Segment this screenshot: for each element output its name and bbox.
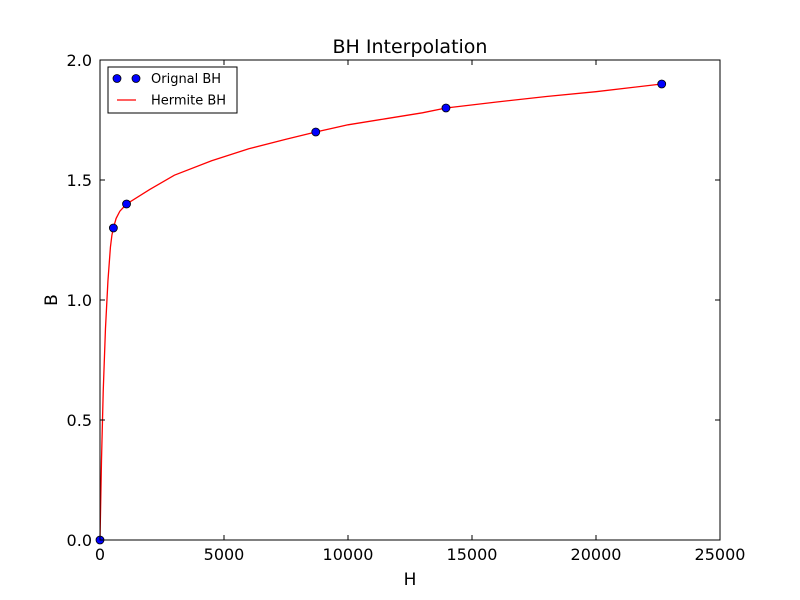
legend: Orignal BH Hermite BH (107, 66, 238, 114)
plot-area (95, 59, 721, 545)
data-point-orignal-bh (108, 223, 118, 233)
data-point-orignal-bh (122, 199, 131, 209)
series-layer (95, 79, 667, 545)
legend-marker-orignal-bh (131, 74, 141, 83)
legend-box (107, 66, 238, 114)
x-tick-label: 0 (95, 545, 105, 564)
ticks-layer: 0 5000 10000 15000 20000 25000 0.0 0.5 1.0 1.5 2.0 (67, 51, 746, 564)
data-point-orignal-bh (441, 103, 451, 113)
chart-title: BH Interpolation (333, 36, 488, 58)
y-tick-label: 0.0 (67, 531, 92, 550)
x-axis-label: H (404, 570, 417, 590)
x-tick-label: 15000 (447, 545, 498, 564)
y-tick-label: 2.0 (67, 51, 92, 70)
y-tick-label: 1.5 (67, 171, 92, 190)
x-tick-label: 5000 (204, 545, 245, 564)
x-tick-label: 20000 (571, 545, 622, 564)
plot-background (100, 60, 720, 540)
x-tick-label: 10000 (323, 545, 374, 564)
legend-label-hermite-bh: Hermite BH (151, 94, 226, 109)
y-axis-label: B (42, 294, 62, 306)
legend-marker-orignal-bh (112, 74, 122, 83)
y-tick-label: 1.0 (67, 291, 92, 310)
data-point-orignal-bh (311, 127, 321, 137)
data-point-orignal-bh (657, 79, 667, 89)
legend-label-orignal-bh: Orignal BH (151, 72, 221, 87)
y-tick-label: 0.5 (67, 411, 92, 430)
x-tick-label: 25000 (695, 545, 746, 564)
